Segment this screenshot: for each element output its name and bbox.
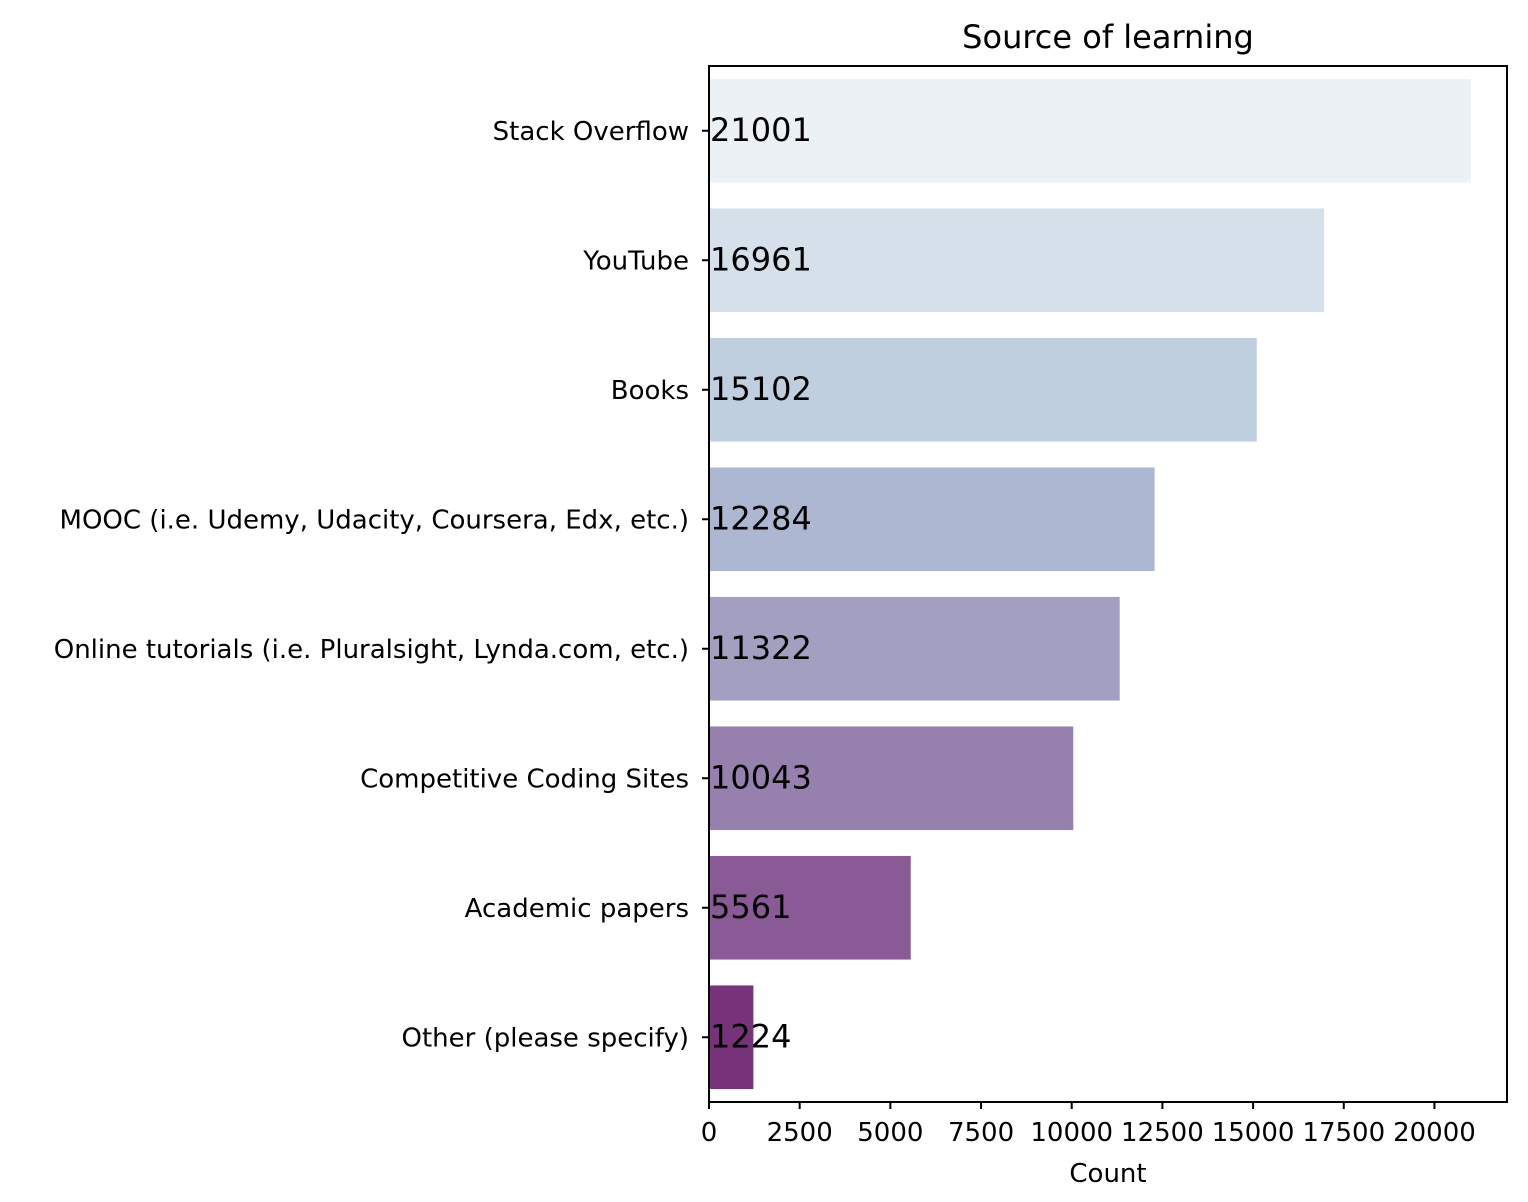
y-axis: Stack Overflow YouTube Books MOOC (i.e. Ude… — [54, 117, 709, 1053]
bar-1 — [709, 208, 1325, 313]
bar-2 — [709, 337, 1257, 442]
y-tick-label: Academic papers — [465, 894, 689, 924]
x-tick-label: 0 — [701, 1118, 718, 1148]
y-tick-label: Books — [611, 376, 689, 406]
bar-4 — [709, 596, 1120, 701]
x-tick-label: 20000 — [1393, 1118, 1476, 1148]
chart-title: Source of learning — [962, 18, 1254, 56]
x-tick-label: 10000 — [1030, 1118, 1113, 1148]
y-tick-label: Other (please specify) — [402, 1023, 690, 1053]
bar-6 — [709, 855, 911, 960]
y-tick-label: Stack Overflow — [493, 117, 689, 147]
x-tick-label: 12500 — [1121, 1118, 1204, 1148]
bar-7 — [709, 985, 754, 1090]
y-tick-label: Online tutorials (i.e. Pluralsight, Lynd… — [54, 635, 689, 665]
data-label: 16961 — [710, 240, 812, 278]
x-tick-label: 5000 — [857, 1118, 923, 1148]
x-axis: 0 2500 5000 7500 10000 12500 15000 17500 20000 — [701, 1102, 1476, 1148]
data-labels-group: 21001 16961 15102 12284 11322 10043 5561 1224 — [710, 111, 812, 1056]
x-tick-label: 17500 — [1302, 1118, 1385, 1148]
y-tick-label: YouTube — [582, 246, 689, 276]
data-label: 5561 — [710, 888, 791, 926]
x-tick-label: 15000 — [1212, 1118, 1295, 1148]
bar-5 — [709, 726, 1074, 831]
bar-0 — [709, 78, 1471, 183]
y-tick-label: MOOC (i.e. Udemy, Udacity, Coursera, Edx… — [60, 505, 689, 535]
bar-3 — [709, 467, 1155, 572]
data-label: 12284 — [710, 499, 812, 537]
x-tick-label: 2500 — [767, 1118, 833, 1148]
bars-group — [709, 78, 1471, 1090]
plot-frame — [708, 65, 1508, 1103]
y-tick-label: Competitive Coding Sites — [360, 764, 689, 794]
x-tick-label: 7500 — [948, 1118, 1014, 1148]
data-label: 1224 — [710, 1017, 791, 1055]
data-label: 10043 — [710, 758, 812, 796]
data-label: 21001 — [710, 111, 812, 149]
data-label: 11322 — [710, 629, 812, 667]
data-label: 15102 — [710, 370, 812, 408]
x-axis-label: Count — [1069, 1159, 1146, 1189]
